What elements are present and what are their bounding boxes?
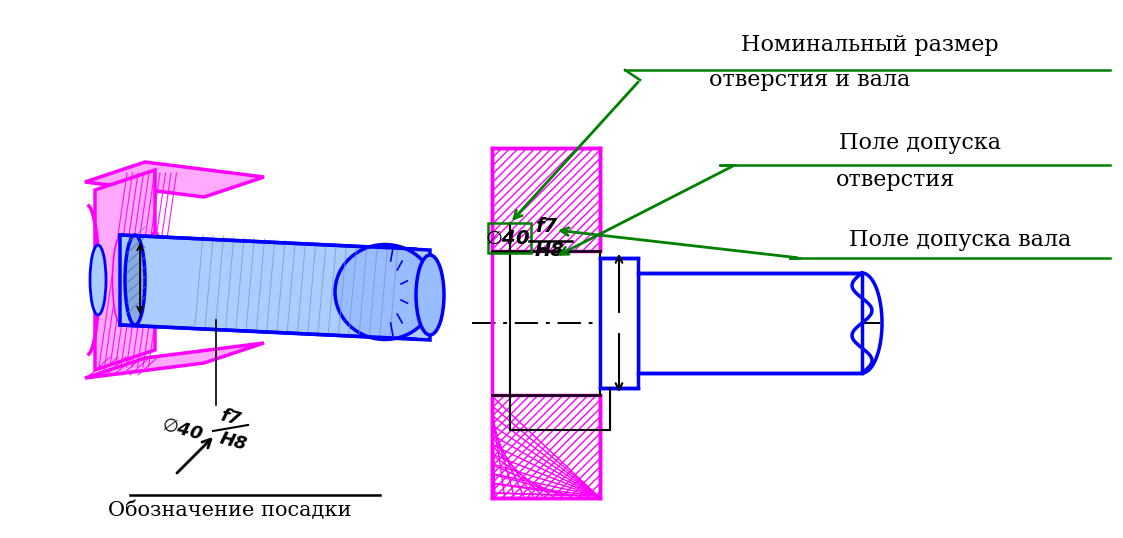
Ellipse shape: [416, 255, 444, 335]
Text: $\varnothing$40: $\varnothing$40: [159, 416, 206, 444]
Ellipse shape: [146, 232, 164, 328]
Text: Поле допуска вала: Поле допуска вала: [849, 229, 1071, 251]
Text: отверстия и вала: отверстия и вала: [710, 69, 911, 91]
Bar: [600, 258, 638, 388]
Ellipse shape: [112, 237, 128, 322]
Polygon shape: [85, 343, 264, 378]
Bar: [492, 395, 600, 498]
Bar: [492, 148, 600, 251]
Text: H8: H8: [535, 242, 565, 260]
Text: Номинальный размер: Номинальный размер: [741, 34, 998, 56]
Polygon shape: [120, 235, 430, 340]
Text: Обозначение посадки: Обозначение посадки: [108, 500, 351, 520]
Bar: [492, 148, 600, 251]
Bar: [489, 223, 531, 253]
Text: f7: f7: [535, 216, 557, 236]
Text: $\varnothing$40: $\varnothing$40: [484, 229, 530, 247]
Ellipse shape: [335, 244, 435, 339]
Text: отверстия: отверстия: [836, 169, 955, 191]
Bar: [492, 395, 600, 498]
Text: Поле допуска: Поле допуска: [839, 132, 1001, 154]
Polygon shape: [95, 170, 155, 370]
Polygon shape: [85, 162, 264, 197]
Text: H8: H8: [218, 430, 249, 454]
Text: f7: f7: [218, 407, 243, 429]
Bar: [638, 273, 862, 373]
Ellipse shape: [90, 245, 106, 315]
Ellipse shape: [125, 235, 145, 325]
